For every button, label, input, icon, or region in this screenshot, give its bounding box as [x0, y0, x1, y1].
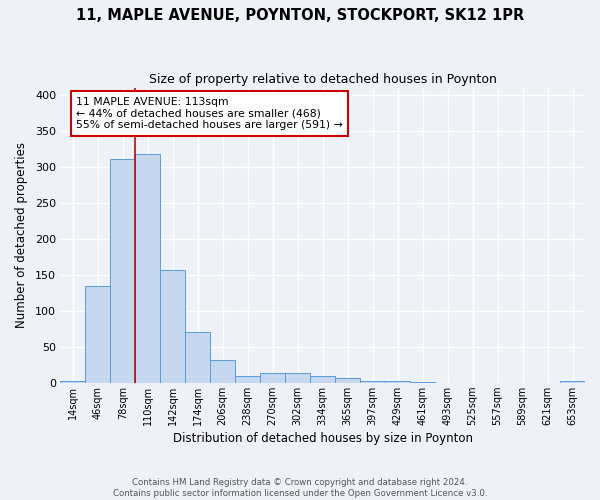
Bar	[185, 332, 210, 383]
Bar	[310, 376, 335, 383]
Bar	[210, 360, 235, 383]
Bar	[235, 376, 260, 383]
Bar	[560, 382, 585, 383]
Text: 11 MAPLE AVENUE: 113sqm
← 44% of detached houses are smaller (468)
55% of semi-d: 11 MAPLE AVENUE: 113sqm ← 44% of detache…	[76, 97, 343, 130]
Bar	[285, 374, 310, 383]
Bar	[385, 382, 410, 383]
Bar	[60, 380, 85, 383]
Text: Contains HM Land Registry data © Crown copyright and database right 2024.
Contai: Contains HM Land Registry data © Crown c…	[113, 478, 487, 498]
Bar	[110, 158, 135, 383]
Bar	[360, 380, 385, 383]
Bar	[410, 382, 435, 383]
Bar	[135, 154, 160, 383]
Bar	[335, 378, 360, 383]
Bar	[160, 270, 185, 383]
Y-axis label: Number of detached properties: Number of detached properties	[15, 142, 28, 328]
Title: Size of property relative to detached houses in Poynton: Size of property relative to detached ho…	[149, 72, 497, 86]
Bar	[85, 286, 110, 383]
X-axis label: Distribution of detached houses by size in Poynton: Distribution of detached houses by size …	[173, 432, 473, 445]
Text: 11, MAPLE AVENUE, POYNTON, STOCKPORT, SK12 1PR: 11, MAPLE AVENUE, POYNTON, STOCKPORT, SK…	[76, 8, 524, 22]
Bar	[260, 374, 285, 383]
